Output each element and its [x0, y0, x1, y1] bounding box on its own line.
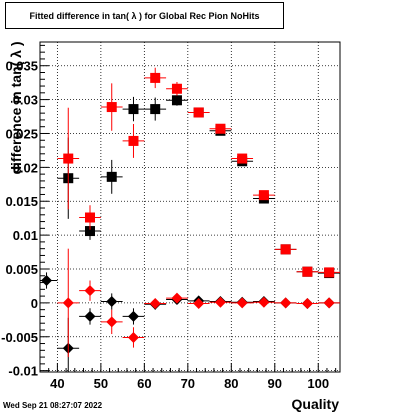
plot-frame — [39, 41, 341, 373]
data-point-diamond — [301, 298, 313, 310]
data-point-square — [258, 190, 269, 201]
data-layer — [40, 67, 340, 372]
x-tick-label: 90 — [268, 376, 282, 391]
data-point-square — [280, 244, 291, 255]
data-point-square — [215, 123, 226, 134]
data-point-square — [193, 107, 204, 118]
y-tick-label: 0.015 — [5, 194, 38, 209]
x-tick-label: 70 — [181, 376, 195, 391]
y-tick-label: -0.005 — [1, 330, 38, 345]
data-point-diamond — [106, 316, 118, 328]
series-2 — [40, 272, 340, 372]
grid-layer — [40, 42, 340, 372]
x-tick-label: 80 — [224, 376, 238, 391]
data-point-diamond — [84, 310, 96, 322]
data-point-square — [128, 135, 139, 146]
data-point-diamond — [258, 296, 270, 308]
data-point-diamond — [84, 285, 96, 297]
data-point-diamond — [236, 297, 248, 309]
data-point-diamond — [62, 297, 74, 309]
chart-title: Fitted difference in tan( λ ) for Global… — [5, 2, 284, 29]
y-tick-label: 0.035 — [5, 59, 38, 74]
data-point-square — [171, 95, 182, 106]
data-point-square — [63, 153, 74, 164]
data-point-square — [106, 102, 117, 113]
data-point-diamond — [323, 297, 335, 309]
axis-layer: 40 50 60 70 80 90 100 -0.01 -0.005 0 0.005 0.01 0.01… — [1, 44, 337, 391]
data-point-diamond — [127, 331, 139, 343]
y-axis-label: difference in tan( λ ) — [8, 41, 24, 175]
data-point-diamond — [193, 298, 205, 310]
y-tick-label: 0.025 — [5, 126, 38, 141]
data-point-square — [150, 104, 161, 115]
data-point-diamond — [127, 310, 139, 322]
y-tick-label: -0.01 — [8, 364, 38, 379]
y-tick-label: 0 — [31, 296, 38, 311]
series-0 — [57, 94, 340, 279]
y-tick-label: 0.02 — [13, 160, 38, 175]
data-point-diamond — [41, 275, 53, 287]
series-1 — [57, 67, 340, 278]
data-point-square — [85, 226, 95, 237]
x-tick-label: 50 — [94, 376, 108, 391]
y-tick-label: 0.01 — [13, 228, 38, 243]
x-tick-label: 100 — [307, 376, 329, 391]
data-point-square — [128, 104, 139, 115]
data-point-square — [85, 212, 95, 223]
data-point-square — [106, 171, 117, 182]
data-point-diamond — [106, 296, 118, 308]
x-axis-label: Quality — [291, 396, 339, 412]
x-tick-label: 40 — [50, 376, 64, 391]
data-point-diamond — [280, 297, 292, 309]
y-tick-label: 0.03 — [13, 93, 38, 108]
data-point-diamond — [149, 298, 161, 310]
data-point-square — [237, 153, 248, 164]
data-point-square — [302, 266, 313, 277]
y-tick-label: 0.005 — [5, 262, 38, 277]
series-3 — [57, 248, 340, 358]
timestamp: Wed Sep 21 08:27:07 2022 — [3, 401, 103, 410]
data-point-diamond — [171, 292, 183, 304]
data-point-diamond — [214, 296, 226, 308]
data-point-square — [171, 83, 182, 94]
data-point-square — [150, 72, 161, 83]
data-point-square — [324, 267, 335, 278]
x-tick-label: 60 — [137, 376, 151, 391]
